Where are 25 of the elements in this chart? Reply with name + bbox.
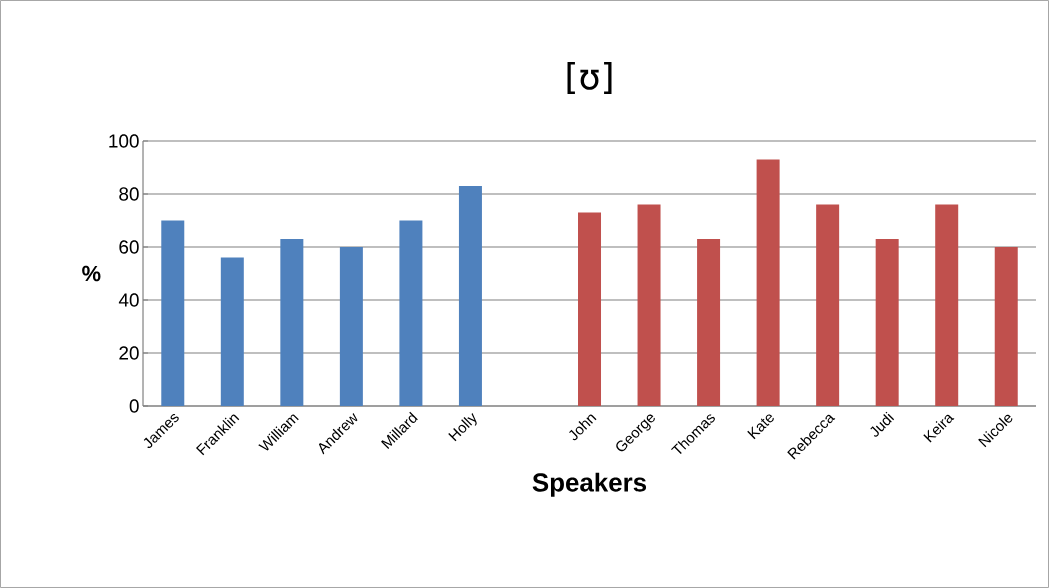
y-tick-label: 60	[119, 240, 139, 254]
bar	[161, 220, 185, 406]
y-tick-label: 20	[119, 346, 139, 360]
chart-title: [ʊ]	[567, 62, 612, 94]
y-tick-label: 0	[129, 399, 139, 413]
x-tick-label: Judi	[870, 411, 895, 437]
bar	[875, 239, 899, 406]
bar	[280, 239, 304, 406]
bar	[458, 186, 482, 406]
bar	[994, 247, 1018, 406]
bar	[339, 247, 363, 406]
bar	[637, 204, 661, 406]
bar	[935, 204, 959, 406]
bar	[220, 257, 244, 406]
y-tick-label: 40	[118, 293, 139, 307]
y-tick-label: 80	[119, 187, 139, 201]
bar	[697, 239, 721, 406]
x-tick-label: Kate	[747, 414, 774, 440]
y-axis-title: %	[82, 265, 101, 282]
bar	[816, 204, 840, 406]
bar	[578, 212, 602, 406]
bar	[756, 159, 780, 406]
bar	[399, 220, 423, 406]
y-tick-label: 100	[109, 134, 139, 148]
x-axis-title: Speakers	[532, 472, 647, 497]
